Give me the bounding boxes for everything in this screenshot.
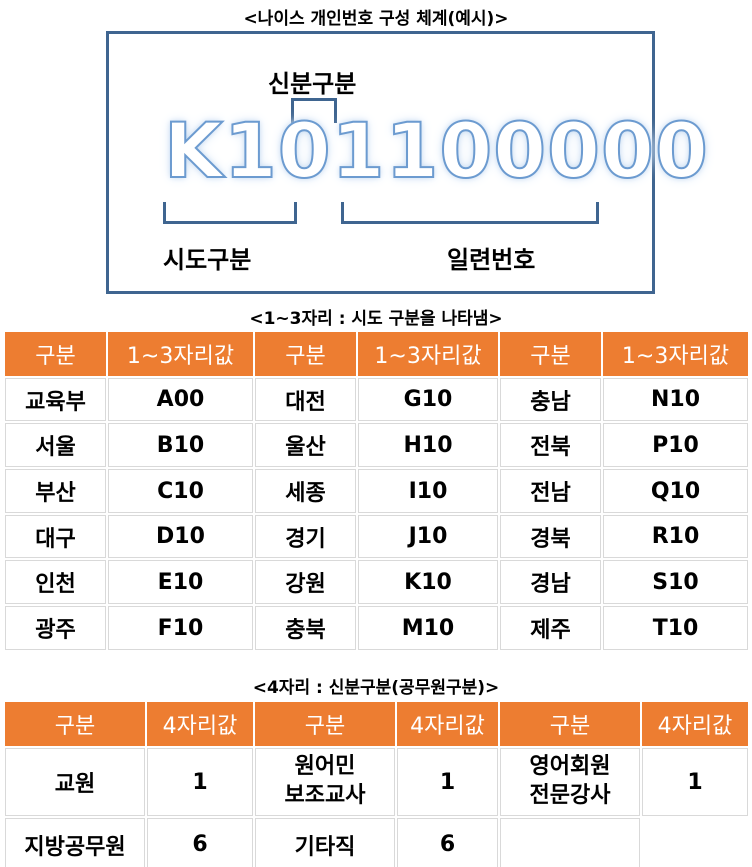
status-name: 영어회원 전문강사 bbox=[498, 746, 642, 818]
status-name-line: 전문강사 bbox=[529, 783, 611, 808]
table-row: 지방공무원 6 기타직 6 bbox=[3, 816, 750, 867]
table-row: 대구 D10 경기 J10 경북 R10 bbox=[3, 513, 750, 560]
table-row: 교육부 A00 대전 G10 충남 N10 bbox=[3, 376, 750, 423]
region-code: S10 bbox=[601, 558, 750, 606]
example-code: K101100000 bbox=[163, 106, 709, 195]
region-code: T10 bbox=[601, 604, 750, 652]
table-row: 광주 F10 충북 M10 제주 T10 bbox=[3, 604, 750, 652]
bracket-serial bbox=[341, 202, 599, 224]
region-code: E10 bbox=[106, 558, 255, 606]
region-name: 서울 bbox=[3, 421, 108, 469]
status-name: 원어민 보조교사 bbox=[253, 746, 397, 818]
header-label: 구분 bbox=[498, 700, 642, 748]
status-name-line: 보조교사 bbox=[284, 783, 366, 808]
header-value: 1~3자리값 bbox=[356, 330, 500, 378]
header-value: 4자리값 bbox=[145, 700, 255, 748]
region-code: M10 bbox=[356, 604, 500, 652]
status-name: 기타직 bbox=[253, 816, 397, 867]
region-name: 경남 bbox=[498, 558, 603, 606]
region-name: 경기 bbox=[253, 513, 358, 560]
region-code: H10 bbox=[356, 421, 500, 469]
region-name: 대전 bbox=[253, 376, 358, 423]
table-row: 서울 B10 울산 H10 전북 P10 bbox=[3, 421, 750, 469]
header-value: 1~3자리값 bbox=[106, 330, 255, 378]
status-header-row: 구분 4자리값 구분 4자리값 구분 4자리값 bbox=[3, 700, 750, 748]
table-row: 교원 1 원어민 보조교사 1 영어회원 전문강사 1 bbox=[3, 746, 750, 818]
region-code: A00 bbox=[106, 376, 255, 423]
status-section-title: <4자리 : 신분구분(공무원구분)> bbox=[252, 678, 500, 698]
region-table: 구분 1~3자리값 구분 1~3자리값 구분 1~3자리값 교육부 A00 대전… bbox=[3, 330, 750, 652]
region-code: Q10 bbox=[601, 467, 750, 515]
header-value: 4자리값 bbox=[395, 700, 500, 748]
region-code: I10 bbox=[356, 467, 500, 515]
status-name: 교원 bbox=[3, 746, 147, 818]
region-name: 인천 bbox=[3, 558, 108, 606]
region-code: B10 bbox=[106, 421, 255, 469]
region-name: 전북 bbox=[498, 421, 603, 469]
status-code: 6 bbox=[395, 816, 500, 867]
region-code: C10 bbox=[106, 467, 255, 515]
region-name: 광주 bbox=[3, 604, 108, 652]
example-box bbox=[106, 31, 655, 294]
status-table: 구분 4자리값 구분 4자리값 구분 4자리값 교원 1 원어민 보조교사 1 … bbox=[3, 700, 750, 867]
status-name: 지방공무원 bbox=[3, 816, 147, 867]
header-label: 구분 bbox=[498, 330, 603, 378]
region-name: 대구 bbox=[3, 513, 108, 560]
header-value: 1~3자리값 bbox=[601, 330, 750, 378]
status-name-line: 영어회원 bbox=[529, 754, 611, 780]
bracket-status bbox=[291, 98, 337, 123]
region-name: 부산 bbox=[3, 467, 108, 515]
status-code: 1 bbox=[145, 746, 255, 818]
region-code: P10 bbox=[601, 421, 750, 469]
region-name: 제주 bbox=[498, 604, 603, 652]
status-code: 1 bbox=[640, 746, 750, 818]
label-serial: 일련번호 bbox=[447, 246, 536, 274]
header-label: 구분 bbox=[3, 700, 147, 748]
region-code: F10 bbox=[106, 604, 255, 652]
header-value: 4자리값 bbox=[640, 700, 750, 748]
region-code: R10 bbox=[601, 513, 750, 560]
header-label: 구분 bbox=[253, 330, 358, 378]
table-row: 부산 C10 세종 I10 전남 Q10 bbox=[3, 467, 750, 515]
region-code: N10 bbox=[601, 376, 750, 423]
region-code: G10 bbox=[356, 376, 500, 423]
region-name: 교육부 bbox=[3, 376, 108, 423]
empty-cell bbox=[640, 816, 750, 867]
region-name: 충북 bbox=[253, 604, 358, 652]
diagram-title: <나이스 개인번호 구성 체계(예시)> bbox=[243, 9, 509, 29]
region-code: J10 bbox=[356, 513, 500, 560]
region-name: 세종 bbox=[253, 467, 358, 515]
region-section-title: <1~3자리 : 시도 구분을 나타냄> bbox=[249, 309, 503, 329]
region-name: 울산 bbox=[253, 421, 358, 469]
region-name: 전남 bbox=[498, 467, 603, 515]
status-code: 1 bbox=[395, 746, 500, 818]
region-code: D10 bbox=[106, 513, 255, 560]
region-name: 경북 bbox=[498, 513, 603, 560]
empty-cell bbox=[498, 816, 642, 867]
header-label: 구분 bbox=[3, 330, 108, 378]
region-name: 강원 bbox=[253, 558, 358, 606]
region-name: 충남 bbox=[498, 376, 603, 423]
region-header-row: 구분 1~3자리값 구분 1~3자리값 구분 1~3자리값 bbox=[3, 330, 750, 378]
status-name-line: 원어민 bbox=[294, 754, 356, 780]
bracket-region bbox=[163, 202, 297, 224]
label-region: 시도구분 bbox=[163, 246, 252, 274]
label-status: 신분구분 bbox=[268, 70, 357, 98]
status-code: 6 bbox=[145, 816, 255, 867]
region-code: K10 bbox=[356, 558, 500, 606]
table-row: 인천 E10 강원 K10 경남 S10 bbox=[3, 558, 750, 606]
header-label: 구분 bbox=[253, 700, 397, 748]
